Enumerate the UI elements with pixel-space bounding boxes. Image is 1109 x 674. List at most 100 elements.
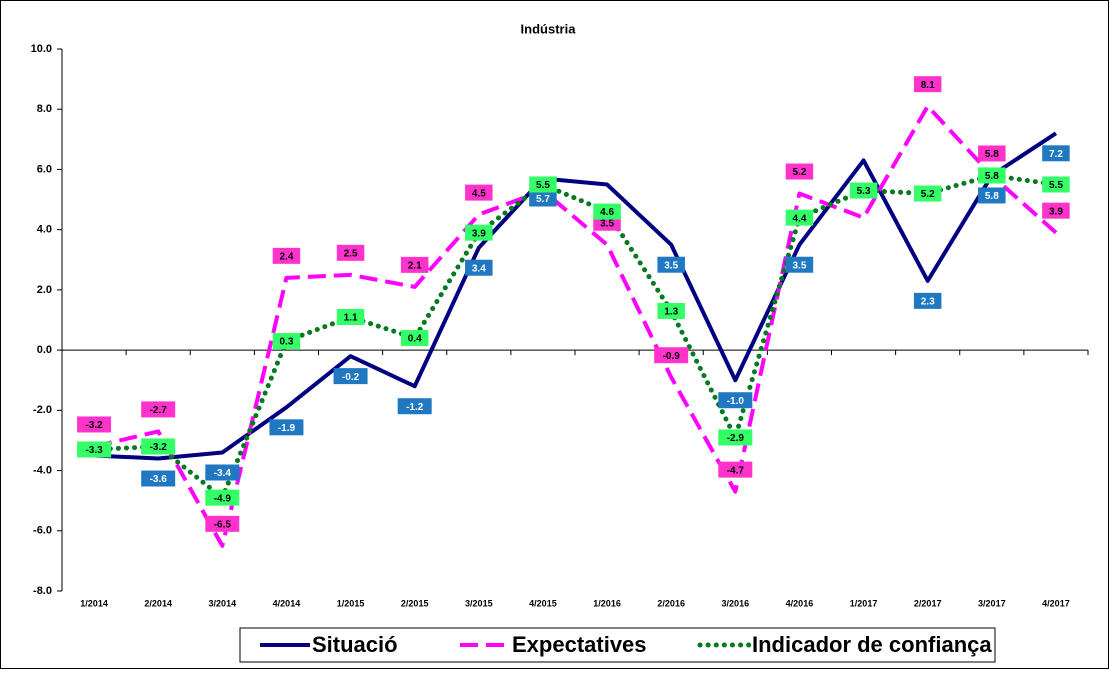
x-tick-label: 4/2015 bbox=[529, 598, 557, 608]
data-label-box bbox=[913, 76, 942, 93]
legend-box bbox=[239, 627, 996, 663]
data-label-box bbox=[718, 429, 753, 446]
data-label: -1.2 bbox=[406, 402, 424, 413]
data-label: 4.4 bbox=[792, 213, 806, 224]
data-label-box bbox=[205, 515, 240, 532]
data-label-box bbox=[978, 145, 1006, 162]
data-label: 3.5 bbox=[792, 260, 806, 271]
data-label: 1.1 bbox=[344, 313, 358, 324]
y-tick-label: 10.0 bbox=[31, 43, 52, 55]
y-tick-label: 2.0 bbox=[37, 284, 52, 296]
y-tick-label: -4.0 bbox=[33, 464, 52, 476]
x-tick-label: 3/2016 bbox=[722, 598, 750, 608]
legend-label: Expectatives bbox=[512, 632, 647, 657]
x-tick-label: 2/2017 bbox=[914, 598, 942, 608]
data-label: -3.3 bbox=[85, 445, 103, 456]
data-label-box bbox=[141, 401, 176, 418]
x-tick-label: 2/2014 bbox=[144, 598, 172, 608]
data-label: 2.4 bbox=[279, 251, 293, 262]
data-label: 2.3 bbox=[921, 296, 935, 307]
data-label: 2.1 bbox=[408, 261, 422, 272]
x-tick-label: 1/2014 bbox=[80, 598, 108, 608]
data-label: 5.8 bbox=[985, 191, 999, 202]
data-label-box bbox=[205, 489, 240, 506]
data-label: 3.5 bbox=[664, 260, 678, 271]
data-label: 3.4 bbox=[472, 263, 486, 274]
data-label: 1.3 bbox=[664, 307, 678, 318]
data-label-box bbox=[465, 259, 493, 276]
data-label: 5.2 bbox=[921, 189, 935, 200]
data-label-box bbox=[333, 368, 368, 385]
data-label: 3.5 bbox=[600, 218, 614, 229]
data-label-box bbox=[718, 461, 753, 478]
data-label: 5.7 bbox=[536, 194, 550, 205]
y-tick-label: 8.0 bbox=[37, 103, 52, 115]
data-label: 5.3 bbox=[857, 186, 871, 197]
data-label: -2.7 bbox=[150, 405, 168, 416]
data-label: 8.1 bbox=[921, 80, 935, 91]
data-label-box bbox=[397, 398, 432, 415]
data-label-box bbox=[400, 256, 429, 273]
data-label: -3.4 bbox=[214, 468, 232, 479]
x-tick-label: 2/2016 bbox=[657, 598, 685, 608]
data-label-box bbox=[141, 470, 176, 487]
data-label: 2.5 bbox=[344, 248, 358, 259]
data-label-box bbox=[785, 209, 814, 226]
data-label-box bbox=[269, 419, 304, 436]
data-label-box bbox=[913, 292, 942, 309]
y-tick-label: 0.0 bbox=[37, 344, 52, 356]
x-tick-label: 3/2017 bbox=[978, 598, 1006, 608]
x-tick-label: 4/2014 bbox=[273, 598, 301, 608]
x-tick-label: 3/2014 bbox=[209, 598, 237, 608]
data-label-box bbox=[529, 176, 557, 193]
data-label: 0.4 bbox=[408, 334, 422, 345]
series-line bbox=[93, 104, 1058, 548]
data-label: -1.9 bbox=[278, 423, 296, 434]
data-label-box bbox=[77, 441, 112, 458]
y-tick-label: -8.0 bbox=[33, 585, 52, 597]
data-label-box bbox=[1042, 202, 1070, 219]
data-label: 4.6 bbox=[600, 207, 614, 218]
data-label-box bbox=[272, 247, 301, 264]
data-label: 3.9 bbox=[1049, 206, 1063, 217]
data-label-box bbox=[913, 185, 942, 202]
data-label: -0.9 bbox=[663, 351, 681, 362]
data-label: -4.7 bbox=[727, 465, 745, 476]
data-label: -2.9 bbox=[727, 433, 745, 444]
data-label-box bbox=[205, 464, 240, 481]
series-line bbox=[91, 172, 1059, 501]
x-tick-label: 3/2015 bbox=[465, 598, 493, 608]
data-label: -4.9 bbox=[214, 493, 232, 504]
y-tick-label: 4.0 bbox=[37, 224, 52, 236]
data-label-box bbox=[529, 190, 557, 207]
data-label-box bbox=[978, 167, 1006, 184]
data-label: 7.2 bbox=[1049, 149, 1063, 160]
data-label: -1.0 bbox=[727, 396, 745, 407]
data-label: 5.5 bbox=[1049, 180, 1063, 191]
data-label: 4.5 bbox=[472, 188, 486, 199]
data-label: 5.8 bbox=[985, 171, 999, 182]
legend-label: Indicador de confiança bbox=[752, 632, 992, 657]
data-label-box bbox=[849, 182, 878, 199]
data-label-box bbox=[141, 438, 176, 455]
x-tick-label: 1/2015 bbox=[337, 598, 365, 608]
data-label-box bbox=[336, 308, 365, 325]
y-tick-label: -6.0 bbox=[33, 525, 52, 537]
data-label-box bbox=[718, 392, 753, 409]
data-label-box bbox=[77, 416, 112, 433]
data-label: -6.5 bbox=[214, 519, 232, 530]
chart-title: Indústria bbox=[521, 21, 577, 36]
x-tick-label: 1/2016 bbox=[593, 598, 621, 608]
data-label-box bbox=[1042, 145, 1070, 162]
data-label-box bbox=[1042, 176, 1070, 193]
data-label: -3.6 bbox=[150, 474, 168, 485]
series-line bbox=[93, 131, 1058, 461]
data-label-box bbox=[465, 224, 493, 241]
data-label-box bbox=[785, 256, 814, 273]
data-label: 3.9 bbox=[472, 228, 486, 239]
data-label-box bbox=[593, 203, 621, 220]
x-tick-label: 2/2015 bbox=[401, 598, 429, 608]
data-label: 5.2 bbox=[792, 167, 806, 178]
